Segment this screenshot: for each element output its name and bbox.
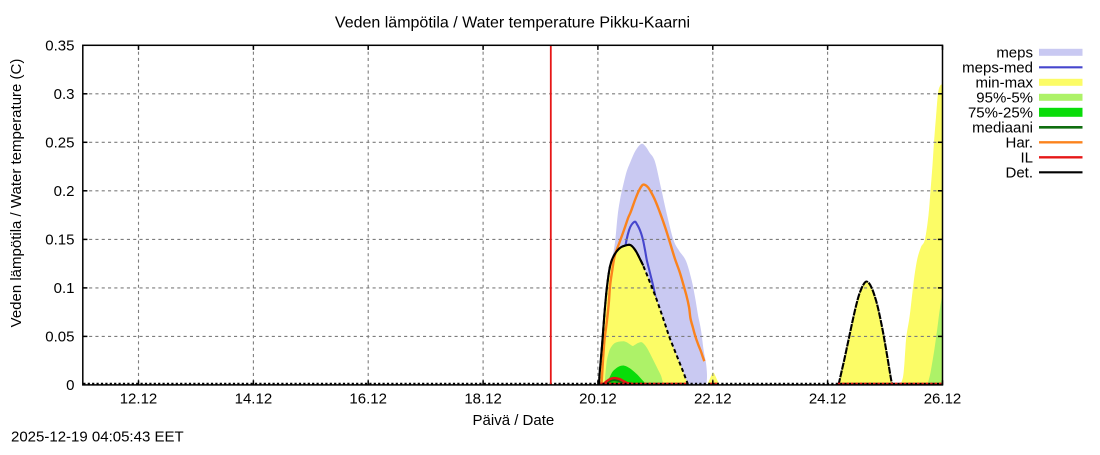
svg-text:24.12: 24.12 <box>809 391 847 408</box>
svg-text:Veden lämpötila / Water temper: Veden lämpötila / Water temperature Pikk… <box>335 15 690 32</box>
svg-text:12.12: 12.12 <box>120 391 158 408</box>
svg-text:0.05: 0.05 <box>45 328 74 345</box>
svg-text:Har.: Har. <box>1005 134 1033 151</box>
svg-text:Veden lämpötila / Water temper: Veden lämpötila / Water temperature (C) <box>8 59 25 328</box>
svg-text:2025-12-19 04:05:43 EET: 2025-12-19 04:05:43 EET <box>11 429 184 446</box>
svg-text:0.2: 0.2 <box>54 183 75 200</box>
svg-text:Det.: Det. <box>1005 164 1033 181</box>
svg-text:0.25: 0.25 <box>45 134 74 151</box>
svg-text:16.12: 16.12 <box>349 391 387 408</box>
svg-text:20.12: 20.12 <box>579 391 617 408</box>
svg-text:26.12: 26.12 <box>924 391 962 408</box>
svg-text:0.15: 0.15 <box>45 231 74 248</box>
svg-text:Päivä / Date: Päivä / Date <box>473 412 555 429</box>
svg-text:min-max: min-max <box>975 74 1033 91</box>
svg-text:18.12: 18.12 <box>464 391 502 408</box>
svg-text:IL: IL <box>1020 149 1033 166</box>
svg-text:75%-25%: 75%-25% <box>968 104 1033 121</box>
svg-text:meps-med: meps-med <box>962 59 1033 76</box>
svg-text:meps: meps <box>996 44 1033 61</box>
svg-text:95%-5%: 95%-5% <box>976 89 1033 106</box>
svg-text:0.1: 0.1 <box>54 280 75 297</box>
svg-text:0.3: 0.3 <box>54 86 75 103</box>
svg-text:22.12: 22.12 <box>694 391 732 408</box>
svg-text:mediaani: mediaani <box>972 119 1033 136</box>
svg-text:14.12: 14.12 <box>235 391 273 408</box>
svg-text:0: 0 <box>66 377 74 394</box>
svg-text:0.35: 0.35 <box>45 37 74 54</box>
